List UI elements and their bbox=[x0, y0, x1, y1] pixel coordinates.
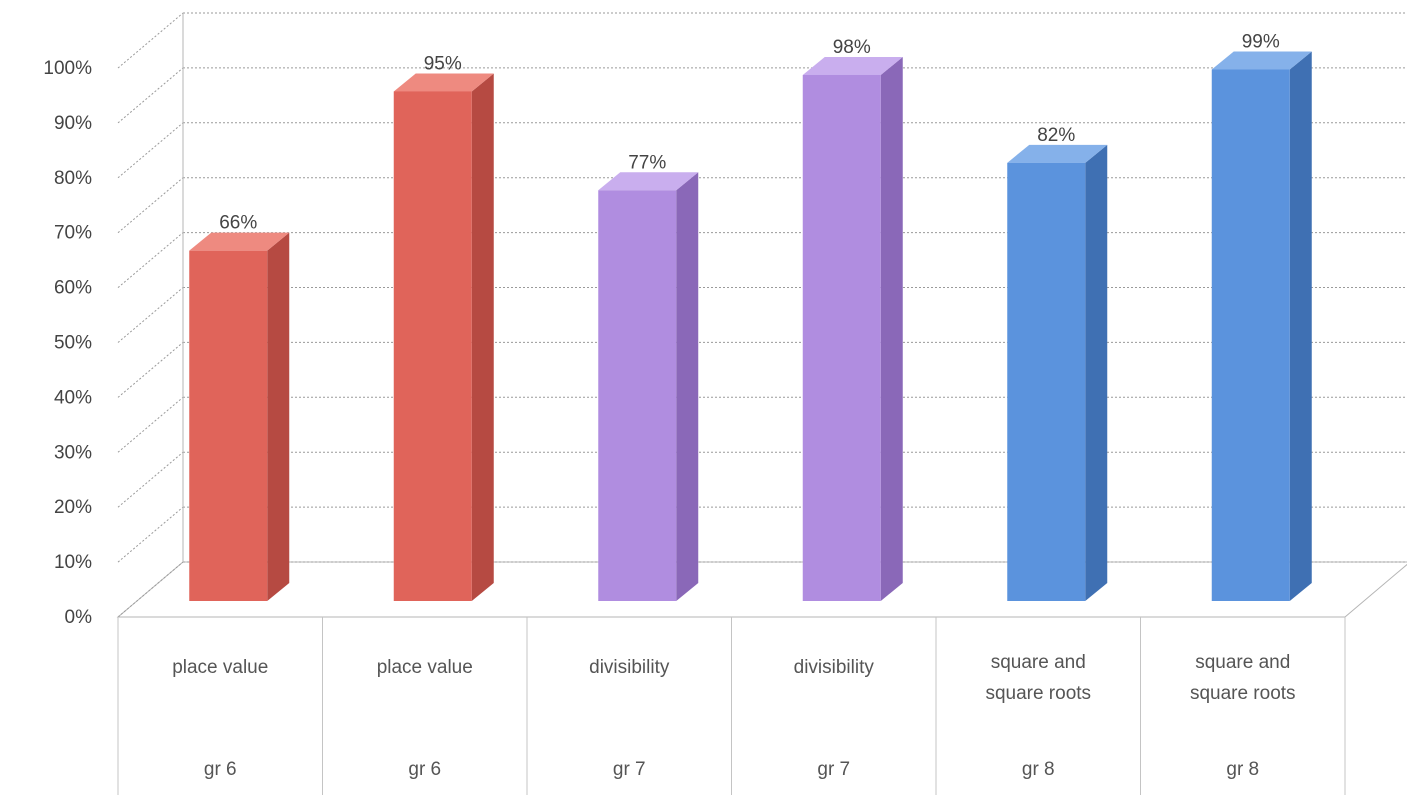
data-label: 99% bbox=[1242, 31, 1280, 52]
y-axis-ticks: 0% 10% 20% 30% 40% 50% 60% 70% 80% 90% 100% bbox=[43, 58, 92, 628]
y-tick-label: 40% bbox=[54, 387, 92, 408]
data-label: 77% bbox=[628, 152, 666, 173]
data-label: 98% bbox=[833, 37, 871, 58]
bar bbox=[189, 232, 290, 601]
y-tick-label: 70% bbox=[54, 223, 92, 244]
gridline-diagonal bbox=[117, 396, 184, 453]
bar-top-face bbox=[802, 56, 903, 75]
y-tick-label: 60% bbox=[54, 278, 92, 299]
bar-front-face bbox=[393, 91, 472, 601]
gridline-diagonal bbox=[117, 506, 184, 563]
gridline-diagonal bbox=[117, 342, 184, 398]
category-group-label: gr 7 bbox=[613, 759, 646, 780]
category-label: square and bbox=[991, 652, 1086, 673]
bar bbox=[1211, 51, 1312, 602]
bar-side-face bbox=[1289, 51, 1312, 602]
category-group-label: gr 7 bbox=[817, 759, 850, 780]
gridline-diagonal bbox=[117, 12, 184, 69]
gridline-diagonal bbox=[117, 451, 184, 508]
gridline-diagonal bbox=[117, 67, 184, 124]
y-tick-label: 90% bbox=[54, 113, 92, 134]
category-group-label: gr 6 bbox=[204, 759, 237, 780]
bar-side-face bbox=[880, 56, 903, 602]
bar-top-face bbox=[598, 172, 699, 191]
bar-front-face bbox=[1007, 162, 1086, 601]
bar-side-face bbox=[471, 73, 494, 601]
bar-side-face bbox=[1085, 144, 1108, 601]
bar-front-face bbox=[1211, 69, 1290, 602]
bar-top-face bbox=[393, 73, 494, 92]
bar-side-face bbox=[676, 172, 699, 601]
gridline-diagonal bbox=[117, 122, 184, 179]
bar bbox=[1007, 144, 1108, 601]
category-group-label: gr 8 bbox=[1022, 759, 1055, 780]
y-tick-label: 100% bbox=[43, 58, 92, 79]
bar-front-face bbox=[802, 74, 881, 602]
bar bbox=[393, 73, 494, 601]
bar-top-face bbox=[189, 232, 290, 251]
bar bbox=[598, 172, 699, 601]
category-label: place value bbox=[377, 657, 473, 678]
y-tick-label: 0% bbox=[65, 607, 93, 628]
category-label: square and bbox=[1195, 652, 1290, 673]
gridline-diagonal bbox=[117, 232, 184, 288]
gridline-diagonal bbox=[117, 287, 184, 343]
data-labels: 66% 95% 77% 98% 82% 99% bbox=[219, 31, 1280, 233]
bar-front-face bbox=[189, 250, 268, 601]
bar-side-face bbox=[267, 232, 290, 601]
category-label: place value bbox=[172, 657, 268, 678]
category-label: divisibility bbox=[794, 657, 875, 678]
category-label: square roots bbox=[985, 683, 1091, 704]
bar-top-face bbox=[1007, 144, 1108, 163]
y-tick-label: 30% bbox=[54, 442, 92, 463]
data-label: 95% bbox=[424, 53, 462, 74]
y-tick-label: 80% bbox=[54, 168, 92, 189]
category-group-label: gr 8 bbox=[1226, 759, 1259, 780]
gridline-diagonal bbox=[117, 177, 184, 234]
gridlines bbox=[117, 12, 1407, 618]
bar-top-face bbox=[1211, 51, 1312, 70]
bar bbox=[802, 56, 903, 602]
category-label: square roots bbox=[1190, 683, 1296, 704]
bar-front-face bbox=[598, 190, 677, 601]
category-table: place value gr 6 place value gr 6 divisibili… bbox=[117, 616, 1346, 795]
y-tick-label: 20% bbox=[54, 497, 92, 518]
data-label: 82% bbox=[1037, 125, 1075, 146]
category-group-label: gr 6 bbox=[408, 759, 441, 780]
bars bbox=[189, 51, 1312, 602]
y-tick-label: 50% bbox=[54, 333, 92, 354]
y-tick-label: 10% bbox=[54, 552, 92, 573]
category-label: divisibility bbox=[589, 657, 670, 678]
data-label: 66% bbox=[219, 213, 257, 234]
